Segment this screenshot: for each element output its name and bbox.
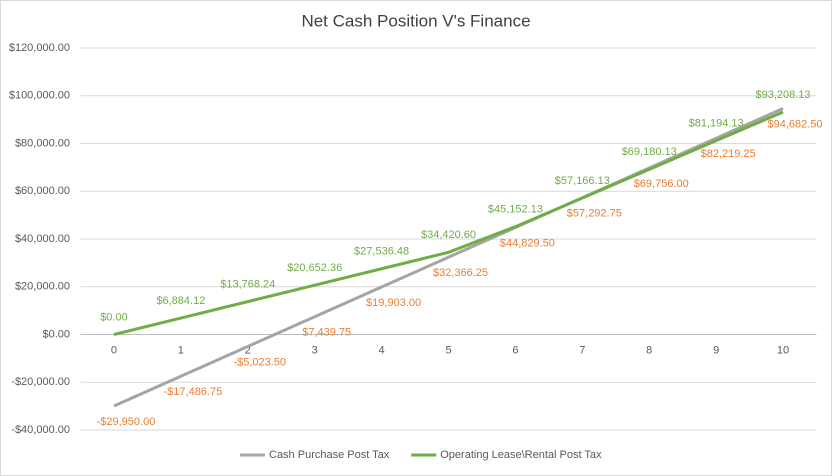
data-label: $94,682.50 bbox=[768, 118, 823, 130]
data-label: $57,292.75 bbox=[567, 208, 622, 220]
x-tick-label: 10 bbox=[777, 344, 789, 356]
data-label: $93,208.13 bbox=[756, 89, 811, 101]
data-label: $34,420.60 bbox=[421, 229, 476, 241]
y-tick-label: -$40,000.00 bbox=[11, 424, 70, 436]
data-label: $69,180.13 bbox=[622, 146, 677, 158]
data-label: $13,768.24 bbox=[220, 279, 275, 291]
data-label: $69,756.00 bbox=[634, 178, 689, 190]
series-line bbox=[113, 107, 784, 408]
x-tick-label: 1 bbox=[178, 344, 184, 356]
data-label: $45,152.13 bbox=[488, 204, 543, 216]
data-label: $6,884.12 bbox=[156, 295, 205, 307]
data-label: $32,366.25 bbox=[433, 267, 488, 279]
x-tick-label: 4 bbox=[379, 344, 385, 356]
data-label: -$17,486.75 bbox=[164, 386, 223, 398]
data-label: $20,652.36 bbox=[287, 262, 342, 274]
x-tick-label: 5 bbox=[445, 344, 451, 356]
data-label: -$29,950.00 bbox=[97, 416, 156, 428]
y-tick-label: $0.00 bbox=[42, 328, 70, 340]
y-tick-label: $60,000.00 bbox=[15, 185, 70, 197]
y-tick-label: $80,000.00 bbox=[15, 137, 70, 149]
data-label: $57,166.13 bbox=[555, 175, 610, 187]
x-tick-label: 3 bbox=[312, 344, 318, 356]
series-line bbox=[113, 110, 784, 336]
x-tick-label: 9 bbox=[713, 344, 719, 356]
data-label: $7,439.75 bbox=[302, 327, 351, 339]
y-tick-label: $120,000.00 bbox=[9, 42, 70, 54]
y-tick-label: $100,000.00 bbox=[9, 90, 70, 102]
legend-label: Operating Lease\Rental Post Tax bbox=[440, 449, 602, 461]
data-label: $81,194.13 bbox=[689, 118, 744, 130]
x-tick-label: 0 bbox=[111, 344, 117, 356]
data-label: $0.00 bbox=[100, 311, 128, 323]
data-label: -$5,023.50 bbox=[233, 356, 286, 368]
data-label: $82,219.25 bbox=[701, 148, 756, 160]
legend-label: Cash Purchase Post Tax bbox=[269, 449, 390, 461]
y-tick-label: $20,000.00 bbox=[15, 281, 70, 293]
data-label: $19,903.00 bbox=[366, 297, 421, 309]
y-tick-label: $40,000.00 bbox=[15, 233, 70, 245]
x-tick-label: 8 bbox=[646, 344, 652, 356]
x-tick-label: 7 bbox=[579, 344, 585, 356]
y-tick-label: -$20,000.00 bbox=[11, 376, 70, 388]
data-label: $44,829.50 bbox=[500, 237, 555, 249]
x-tick-label: 2 bbox=[245, 344, 251, 356]
chart-title: Net Cash Position V's Finance bbox=[301, 11, 530, 30]
data-label: $27,536.48 bbox=[354, 246, 409, 258]
x-tick-label: 6 bbox=[512, 344, 518, 356]
